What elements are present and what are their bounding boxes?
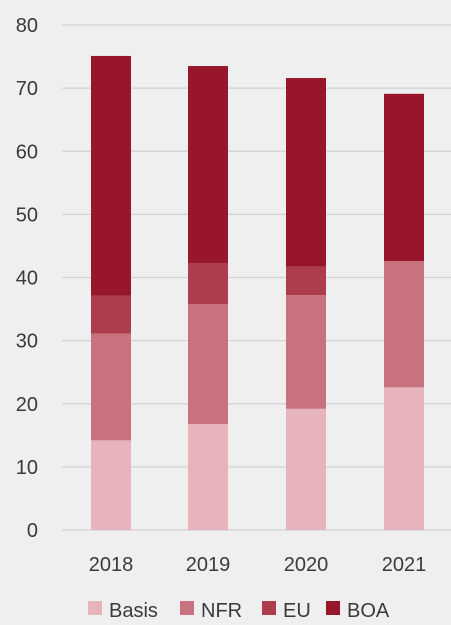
bar-2019-nfr — [188, 304, 228, 424]
bar-2018-boa — [91, 55, 131, 296]
bar-2021-nfr — [384, 261, 424, 388]
bar-2018-nfr — [91, 333, 131, 441]
y-tick-label-10: 10 — [16, 457, 38, 479]
legend-swatch-basis — [88, 601, 102, 615]
bar-2021-boa — [384, 93, 424, 262]
bar-2019-boa — [188, 66, 228, 263]
bar-2020-nfr — [286, 295, 326, 409]
y-tick-label-0: 0 — [27, 520, 38, 542]
x-tick-label-2019: 2019 — [186, 554, 231, 576]
bar-2020-boa — [286, 78, 326, 267]
y-tick-label-50: 50 — [16, 204, 38, 226]
bar-2021-basis — [384, 387, 424, 530]
bar-2018-basis — [91, 440, 131, 530]
legend: Basis NFR EU BOA — [88, 600, 390, 622]
y-tick-label-20: 20 — [16, 394, 38, 416]
y-tick-label-80: 80 — [16, 15, 38, 37]
x-tick-label-2021: 2021 — [382, 554, 427, 576]
bar-2019-eu — [188, 262, 228, 305]
y-tick-label-40: 40 — [16, 268, 38, 290]
legend-label-eu: EU — [283, 600, 311, 620]
legend-swatch-nfr — [180, 601, 194, 615]
y-tick-label-60: 60 — [16, 141, 38, 163]
bar-2018-eu — [91, 295, 131, 334]
legend-swatch-eu — [262, 601, 276, 615]
y-tick-label-30: 30 — [16, 331, 38, 353]
x-tick-label-2018: 2018 — [89, 554, 134, 576]
bar-2020-basis — [286, 408, 326, 530]
bar-2019-basis — [188, 423, 228, 530]
x-axis-ticks: 2018 2019 2020 2021 — [89, 554, 427, 576]
legend-label-nfr: NFR — [201, 600, 242, 620]
legend-label-boa: BOA — [347, 600, 390, 620]
legend-label-basis: Basis — [109, 600, 158, 620]
y-axis-ticks: 0 10 20 30 40 50 60 70 80 — [16, 15, 38, 542]
y-tick-label-70: 70 — [16, 78, 38, 100]
legend-swatch-boa — [326, 601, 340, 615]
bars — [91, 55, 424, 530]
x-tick-label-2020: 2020 — [284, 554, 329, 576]
bar-2020-eu — [286, 266, 326, 296]
